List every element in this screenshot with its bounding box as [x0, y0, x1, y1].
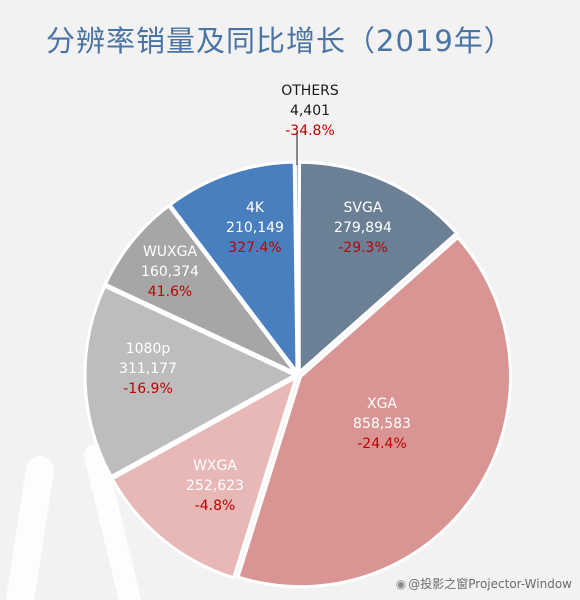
slice-value-others: 4,401 — [290, 103, 330, 119]
background-stroke — [84, 444, 141, 600]
slice-name-xga: XGA — [367, 396, 397, 412]
slice-name-wxga: WXGA — [193, 458, 237, 474]
slice-value-wxga: 252,623 — [186, 478, 244, 494]
weibo-icon: ◉ — [395, 577, 407, 591]
slice-growth-4k: 327.4% — [228, 240, 281, 256]
background-decoration — [6, 444, 141, 600]
pie-slice-xga — [236, 235, 513, 589]
slice-value-wuxga: 160,374 — [141, 264, 199, 280]
slice-name-4k: 4K — [246, 200, 265, 216]
slice-growth-svga: -29.3% — [338, 240, 388, 256]
slice-name-others: OTHERS — [281, 83, 339, 99]
slice-name-wuxga: WUXGA — [143, 244, 198, 260]
slice-growth-others: -34.8% — [285, 123, 335, 139]
pie-slice-svga — [297, 160, 459, 376]
pie-slice-wxga — [110, 374, 299, 580]
pie-slice-4k — [168, 160, 299, 377]
slice-labels: SVGA 279,894 -29.3% XGA 858,583 -24.4% WXGA 252… — [119, 83, 411, 514]
slice-name-1080p: 1080p — [126, 341, 171, 357]
slice-growth-wxga: -4.8% — [195, 498, 236, 514]
background-stroke — [6, 456, 54, 600]
slice-growth-wuxga: 41.6% — [148, 284, 192, 300]
pie-slices — [83, 160, 513, 589]
slice-value-svga: 279,894 — [334, 220, 392, 236]
slice-growth-xga: -24.4% — [357, 436, 407, 452]
watermark: ◉ @投影之窗Projector-Window — [396, 575, 572, 592]
watermark-text: @投影之窗Projector-Window — [408, 577, 572, 591]
pie-slice-1080p — [83, 284, 299, 479]
slice-value-xga: 858,583 — [353, 416, 411, 432]
slice-value-4k: 210,149 — [226, 220, 284, 236]
slice-name-svga: SVGA — [344, 200, 383, 216]
chart-title: 分辨率销量及同比增长（2019年） — [46, 24, 514, 58]
pie-slice-wuxga — [103, 203, 297, 375]
slice-growth-1080p: -16.9% — [123, 381, 173, 397]
slice-value-1080p: 311,177 — [119, 361, 177, 377]
